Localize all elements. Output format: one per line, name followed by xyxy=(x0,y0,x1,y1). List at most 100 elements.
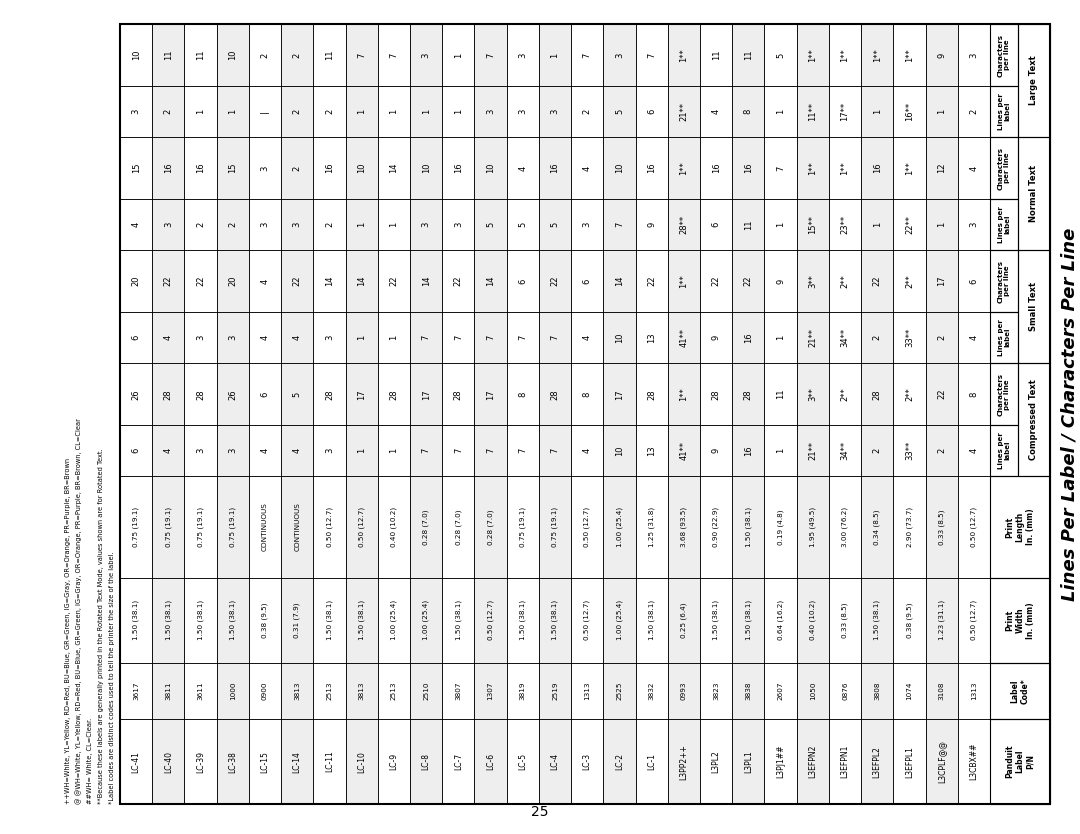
Bar xyxy=(765,719,797,804)
Bar xyxy=(378,312,410,363)
Text: 41**: 41** xyxy=(679,329,688,347)
Text: Characters
per line: Characters per line xyxy=(998,33,1011,77)
Bar xyxy=(700,86,732,137)
Text: 0900: 0900 xyxy=(262,681,268,701)
Bar xyxy=(700,250,732,312)
Text: 4: 4 xyxy=(260,279,270,284)
Text: 2: 2 xyxy=(293,165,301,171)
Bar xyxy=(765,137,797,199)
Text: 22: 22 xyxy=(712,276,720,286)
Text: 3: 3 xyxy=(551,109,559,114)
Text: LC-3: LC-3 xyxy=(583,753,592,770)
Bar xyxy=(635,137,667,199)
Bar xyxy=(604,199,635,250)
Bar xyxy=(667,663,700,719)
Bar xyxy=(1018,24,1050,137)
Bar xyxy=(217,24,248,804)
Text: |: | xyxy=(260,110,270,113)
Bar xyxy=(893,476,926,578)
Bar xyxy=(765,425,797,476)
Text: 22: 22 xyxy=(454,276,463,286)
Bar xyxy=(926,578,958,663)
Bar xyxy=(185,663,217,719)
Text: 1.50 (38.1): 1.50 (38.1) xyxy=(230,600,237,641)
Bar xyxy=(539,425,571,476)
Bar xyxy=(474,476,507,578)
Bar xyxy=(861,425,893,476)
Text: 0.40 (10.2): 0.40 (10.2) xyxy=(810,600,816,641)
Bar xyxy=(893,24,926,86)
Text: 0993: 0993 xyxy=(680,681,687,701)
Text: Print
Length
In. (mm): Print Length In. (mm) xyxy=(1005,509,1035,545)
Bar xyxy=(732,663,765,719)
Text: 5: 5 xyxy=(518,222,527,228)
Bar xyxy=(217,663,248,719)
Text: 3617: 3617 xyxy=(133,681,139,701)
Text: 15: 15 xyxy=(228,163,238,173)
Text: 6: 6 xyxy=(712,222,720,228)
Text: 7: 7 xyxy=(615,222,624,228)
Bar xyxy=(635,363,667,425)
Bar xyxy=(378,199,410,250)
Text: L3EFPL1: L3EFPL1 xyxy=(905,746,914,777)
Bar xyxy=(185,719,217,804)
Text: 3: 3 xyxy=(325,448,334,454)
Text: 16: 16 xyxy=(197,163,205,173)
Text: 17: 17 xyxy=(421,389,431,399)
Bar xyxy=(797,363,828,425)
Text: 1: 1 xyxy=(454,53,463,58)
Text: 16: 16 xyxy=(647,163,657,173)
Bar xyxy=(861,719,893,804)
Bar xyxy=(474,86,507,137)
Text: 1.50 (38.1): 1.50 (38.1) xyxy=(198,600,204,641)
Text: CONTINUOUS: CONTINUOUS xyxy=(262,503,268,551)
Bar xyxy=(152,86,185,137)
Bar xyxy=(378,578,410,663)
Bar xyxy=(700,425,732,476)
Bar xyxy=(604,719,635,804)
Text: 3808: 3808 xyxy=(874,681,880,701)
Bar xyxy=(217,137,248,199)
Text: Compressed Text: Compressed Text xyxy=(1029,379,1039,460)
Bar xyxy=(346,663,378,719)
Text: 8: 8 xyxy=(970,391,978,397)
Text: 1: 1 xyxy=(454,109,463,114)
Text: 8: 8 xyxy=(583,391,592,397)
Text: 16: 16 xyxy=(744,445,753,456)
Bar xyxy=(507,199,539,250)
Bar xyxy=(346,719,378,804)
Bar xyxy=(667,250,700,312)
Text: 3811: 3811 xyxy=(165,681,172,701)
Text: 26: 26 xyxy=(228,389,238,399)
Bar xyxy=(765,86,797,137)
Bar xyxy=(700,312,732,363)
Bar xyxy=(281,663,313,719)
Text: 3: 3 xyxy=(260,222,270,228)
Bar xyxy=(958,312,990,363)
Bar xyxy=(732,24,765,86)
Text: 1: 1 xyxy=(390,448,399,454)
Text: 1**: 1** xyxy=(905,161,914,175)
Text: 4: 4 xyxy=(970,335,978,340)
Bar xyxy=(281,86,313,137)
Text: 21**: 21** xyxy=(808,441,818,460)
Bar xyxy=(700,363,732,425)
Text: 3: 3 xyxy=(293,222,301,228)
Text: 6: 6 xyxy=(260,391,270,397)
Text: 1000: 1000 xyxy=(230,681,235,701)
Text: 14: 14 xyxy=(357,276,366,286)
Bar xyxy=(893,363,926,425)
Text: 2513: 2513 xyxy=(326,681,333,701)
Bar xyxy=(732,250,765,312)
Bar xyxy=(635,312,667,363)
Text: 2: 2 xyxy=(937,448,946,454)
Bar xyxy=(571,137,604,199)
Text: 2: 2 xyxy=(970,109,978,114)
Text: 2525: 2525 xyxy=(617,681,622,701)
Text: 0.64 (16.2): 0.64 (16.2) xyxy=(778,600,784,641)
Bar xyxy=(765,24,797,86)
Bar xyxy=(861,363,893,425)
Text: 3: 3 xyxy=(421,222,431,228)
Bar xyxy=(828,312,861,363)
Text: 7: 7 xyxy=(518,335,527,340)
